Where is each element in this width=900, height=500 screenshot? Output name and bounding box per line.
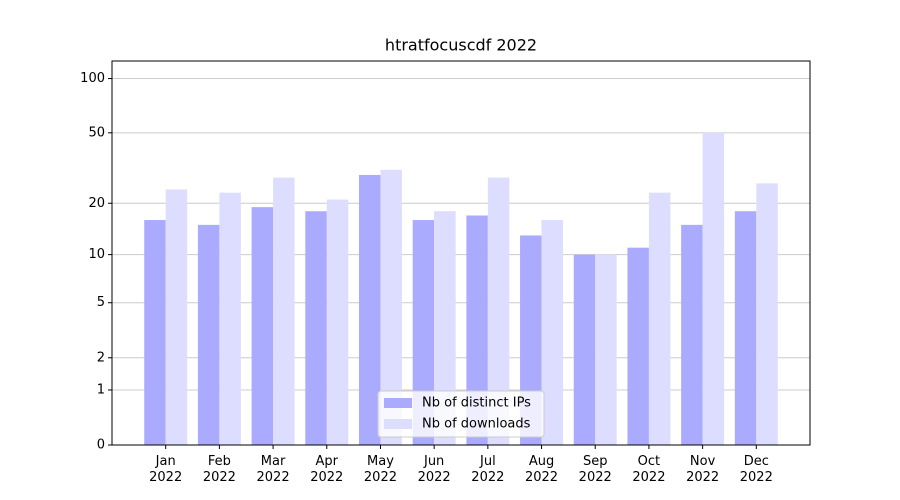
x-tick-label: Jan 2022 <box>149 454 182 485</box>
y-tick-label: 1 <box>97 382 105 397</box>
bar <box>681 224 703 445</box>
x-tick-label: Mar 2022 <box>257 454 290 485</box>
bar <box>326 199 349 445</box>
y-tick-label: 100 <box>80 71 105 86</box>
y-tick-label: 2 <box>97 350 105 365</box>
bar <box>219 192 241 445</box>
bar <box>627 247 649 445</box>
plot-frame <box>111 60 811 446</box>
x-tick-label: May 2022 <box>364 454 397 485</box>
x-tick-label: Jun 2022 <box>418 454 451 485</box>
x-tick-label: Oct 2022 <box>632 454 665 485</box>
x-tick-label: Jul 2022 <box>471 454 504 485</box>
bar <box>251 207 274 445</box>
bar <box>412 220 435 445</box>
bar <box>648 192 671 445</box>
y-tick-label: 5 <box>97 295 105 310</box>
bar <box>305 211 327 445</box>
bar <box>434 211 456 445</box>
x-tick-label: Nov 2022 <box>686 454 719 485</box>
x-tick-label: Apr 2022 <box>310 454 343 485</box>
y-tick-label: 20 <box>88 196 105 211</box>
chart-title: htratfocuscdf 2022 <box>385 36 537 55</box>
bar <box>197 224 220 445</box>
bar <box>734 211 757 445</box>
x-tick-label: Sep 2022 <box>579 454 612 485</box>
bar <box>380 169 402 445</box>
bar <box>487 177 510 445</box>
x-tick-label: Dec 2022 <box>740 454 773 485</box>
bar <box>144 220 166 445</box>
bar <box>595 254 617 445</box>
y-tick-label: 0 <box>97 438 105 453</box>
x-tick-label: Aug 2022 <box>525 454 558 485</box>
bar <box>358 174 381 445</box>
bar <box>541 220 564 445</box>
legend-swatch <box>384 419 412 429</box>
legend-label: Nb of downloads <box>422 417 531 432</box>
legend-label: Nb of distinct IPs <box>422 396 531 411</box>
bar <box>756 183 778 445</box>
bar <box>573 254 596 445</box>
y-tick-label: 10 <box>88 247 105 262</box>
legend-box <box>377 390 545 438</box>
bar <box>165 189 188 445</box>
bar <box>273 177 295 445</box>
y-tick-label: 50 <box>88 125 105 140</box>
legend-swatch <box>384 398 412 408</box>
bar <box>466 215 488 445</box>
x-tick-label: Feb 2022 <box>203 454 236 485</box>
bar <box>702 132 725 446</box>
